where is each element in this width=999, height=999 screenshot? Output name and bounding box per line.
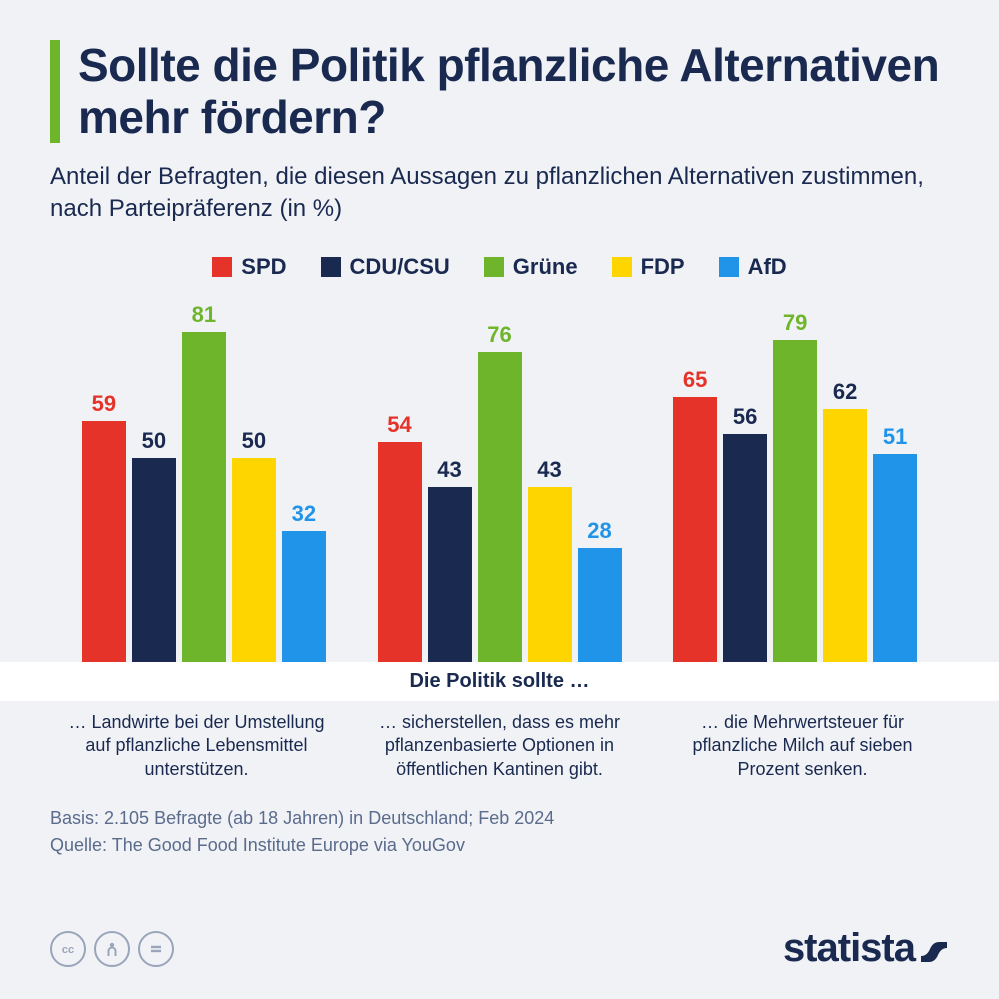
bar-wrap: 65 [673,367,717,662]
bar-value-label: 28 [587,518,611,544]
chart-area: 59 50 81 50 32 54 43 76 43 28 65 56 79 62 51 [50,302,949,662]
legend-item: AfD [719,254,787,280]
header: Sollte die Politik pflanzliche Alternati… [50,40,949,143]
bar [773,340,817,662]
bar-value-label: 56 [733,404,757,430]
svg-text:cc: cc [62,944,74,956]
axis-band: Die Politik sollte … [0,662,999,701]
bar-value-label: 62 [833,379,857,405]
bottom-row: cc statista [50,926,949,971]
bar [723,434,767,662]
bar [428,487,472,662]
bar-group: 65 56 79 62 51 [647,310,943,662]
bar-value-label: 59 [92,391,116,417]
bar [182,332,226,662]
legend-swatch [484,257,504,277]
accent-bar [50,40,60,143]
bar [378,442,422,662]
legend: SPD CDU/CSU Grüne FDP AfD [50,254,949,280]
legend-item: Grüne [484,254,578,280]
bar-value-label: 43 [437,457,461,483]
x-axis-label: … Landwirte bei der Umstellung auf pflan… [50,711,343,781]
bar-wrap: 59 [82,391,126,661]
legend-label: AfD [748,254,787,280]
bar-value-label: 81 [192,302,216,328]
x-axis-label: … die Mehrwertsteuer für pflanzliche Mil… [656,711,949,781]
source-text: Quelle: The Good Food Institute Europe v… [50,832,949,859]
chart-subtitle: Anteil der Befragten, die diesen Aussage… [50,161,949,226]
bar-wrap: 62 [823,379,867,662]
cc-icons: cc [50,931,174,967]
bar-wrap: 50 [232,428,276,662]
bar-value-label: 54 [387,412,411,438]
bar-value-label: 51 [883,424,907,450]
bar [873,454,917,662]
legend-swatch [612,257,632,277]
cc-icon: cc [50,931,86,967]
legend-item: FDP [612,254,685,280]
bar-wrap: 50 [132,428,176,662]
bar [282,531,326,661]
bar [132,458,176,662]
bar-wrap: 32 [282,501,326,661]
bar [673,397,717,662]
bar-value-label: 79 [783,310,807,336]
by-icon [94,931,130,967]
legend-label: Grüne [513,254,578,280]
bar-value-label: 76 [487,322,511,348]
bar-wrap: 76 [478,322,522,662]
basis-text: Basis: 2.105 Befragte (ab 18 Jahren) in … [50,805,949,832]
legend-swatch [719,257,739,277]
logo-wave-icon [919,934,949,964]
statista-logo: statista [783,926,949,971]
legend-swatch [212,257,232,277]
bar-wrap: 43 [428,457,472,662]
bar [578,548,622,662]
legend-label: CDU/CSU [350,254,450,280]
bar-group: 59 50 81 50 32 [56,302,352,662]
bar-group: 54 43 76 43 28 [352,322,648,662]
bar-value-label: 65 [683,367,707,393]
footer-meta: Basis: 2.105 Befragte (ab 18 Jahren) in … [50,805,949,859]
bar-wrap: 28 [578,518,622,662]
bar [823,409,867,662]
bar [478,352,522,662]
bar-wrap: 81 [182,302,226,662]
bar-wrap: 56 [723,404,767,662]
bar [82,421,126,661]
bar-value-label: 43 [537,457,561,483]
bar [232,458,276,662]
legend-item: SPD [212,254,286,280]
nd-icon [138,931,174,967]
bar-value-label: 50 [142,428,166,454]
legend-item: CDU/CSU [321,254,450,280]
bar-wrap: 79 [773,310,817,662]
bar [528,487,572,662]
bar-value-label: 50 [242,428,266,454]
x-axis-label: … sicherstellen, dass es mehr pflanzenba… [353,711,646,781]
bar-wrap: 51 [873,424,917,662]
bar-value-label: 32 [292,501,316,527]
x-labels: … Landwirte bei der Umstellung auf pflan… [50,711,949,781]
bar-wrap: 54 [378,412,422,662]
legend-label: FDP [641,254,685,280]
bar-wrap: 43 [528,457,572,662]
legend-swatch [321,257,341,277]
chart-title: Sollte die Politik pflanzliche Alternati… [78,40,949,143]
legend-label: SPD [241,254,286,280]
logo-text: statista [783,926,915,971]
